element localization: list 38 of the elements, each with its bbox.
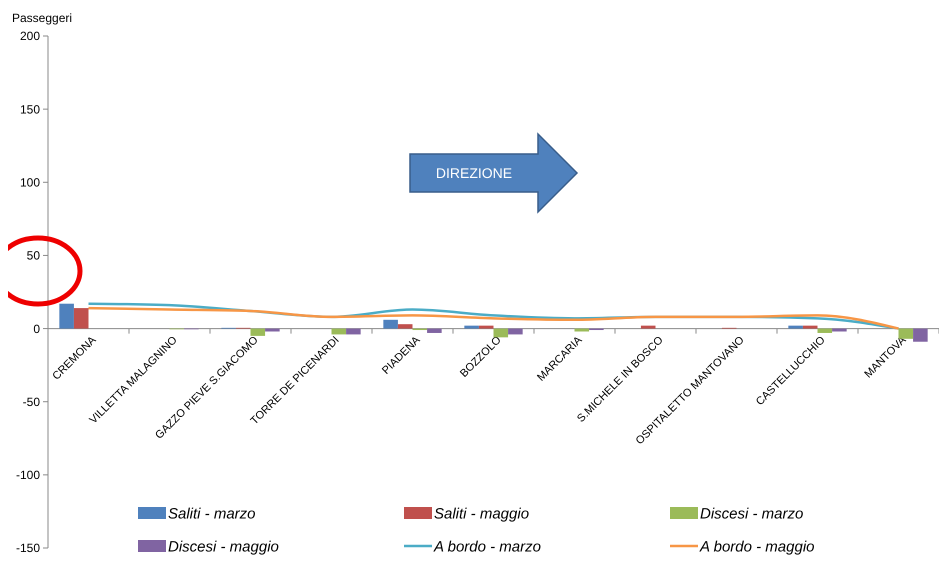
- bar: [832, 328, 847, 332]
- legend-label: Discesi - marzo: [700, 505, 804, 522]
- line-series: [87, 306, 900, 330]
- bar: [398, 324, 412, 329]
- y-tick-label: 100: [20, 175, 40, 190]
- legend-label: Saliti - maggio: [434, 505, 530, 522]
- legend-label: A bordo - maggio: [699, 538, 815, 556]
- bar: [640, 326, 656, 329]
- y-tick-label: -50: [22, 394, 40, 409]
- y-tick-label: -100: [16, 468, 40, 482]
- y-tick-label: 50: [26, 248, 40, 263]
- bar: [250, 328, 266, 336]
- bar: [508, 328, 523, 334]
- y-tick-label: -150: [16, 541, 40, 556]
- y-tick-label: 0: [33, 322, 40, 336]
- bar: [383, 320, 398, 329]
- bar: [427, 328, 442, 333]
- legend-label: Saliti - marzo: [168, 505, 256, 522]
- bar: [913, 328, 928, 342]
- bar: [265, 328, 280, 332]
- bar: [574, 328, 590, 332]
- bar: [788, 326, 803, 329]
- bar: [332, 328, 346, 334]
- annotation: DIREZIONE: [436, 164, 512, 181]
- bar: [59, 304, 74, 329]
- y-tick-label: 150: [20, 102, 40, 116]
- bar: [478, 326, 494, 329]
- legend-label: Discesi - maggio: [168, 538, 279, 556]
- bar: [818, 328, 832, 333]
- bar: [494, 328, 508, 338]
- bar: [346, 328, 361, 334]
- y-axis-title: Passeggeri: [12, 11, 72, 25]
- bar: [898, 328, 914, 339]
- y-tick-label: 200: [20, 29, 40, 44]
- bar: [74, 308, 88, 329]
- bar: [802, 326, 818, 329]
- legend-label: A bordo - marzo: [433, 538, 541, 556]
- bar: [464, 326, 479, 329]
